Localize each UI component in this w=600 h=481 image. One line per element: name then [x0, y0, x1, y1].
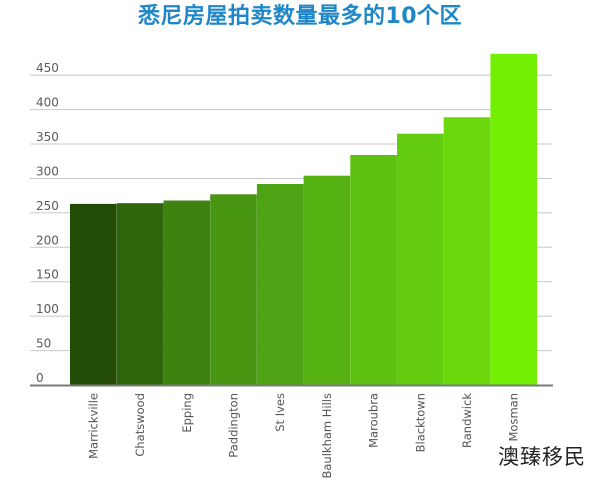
y-tick-label: 150: [36, 268, 59, 282]
bar-maroubra: [350, 155, 397, 385]
x-tick-label: Maroubra: [367, 393, 381, 448]
x-tick-label: Chatswood: [133, 393, 147, 457]
x-tick-label: Randwick: [460, 393, 474, 448]
chart-title: 悉尼房屋拍卖数量最多的10个区: [137, 4, 463, 29]
y-tick-label: 300: [36, 164, 59, 178]
y-tick-label: 250: [36, 199, 59, 213]
x-tick-label: Baulkham Hills: [320, 393, 334, 479]
x-tick-label: Blacktown: [413, 393, 427, 452]
bar-randwick: [443, 117, 491, 385]
bar-st-ives: [256, 184, 304, 385]
watermark-text: 澳臻移民: [498, 445, 586, 469]
x-tick-label: Epping: [180, 393, 194, 433]
y-tick-label: 100: [36, 302, 59, 316]
x-tick-label: St Ives: [273, 393, 287, 432]
bar-baulkham-hills: [303, 175, 351, 385]
bar-blacktown: [397, 133, 444, 385]
y-tick-label: 400: [36, 96, 59, 110]
x-tick-label: Paddington: [226, 393, 240, 458]
bar-chatswood: [116, 203, 164, 385]
x-tick-label: Mosman: [507, 393, 521, 442]
y-tick-label: 350: [36, 130, 59, 144]
y-axis-ticks: 0 50 100 150 200 250 300 350 400 450: [36, 61, 59, 385]
x-tick-label: Marrickville: [86, 393, 100, 459]
bar-mosman: [490, 53, 537, 386]
y-tick-label: 450: [36, 61, 59, 75]
y-tick-label: 50: [36, 337, 51, 351]
x-axis-labels: Marrickville Chatswood Epping Paddington St …: [86, 393, 520, 479]
y-tick-label: 200: [36, 233, 59, 247]
bars: [70, 53, 537, 386]
bar-epping: [163, 200, 211, 385]
y-tick-label: 0: [36, 371, 44, 385]
bar-marrickville: [70, 203, 117, 385]
bar-paddington: [210, 194, 257, 385]
